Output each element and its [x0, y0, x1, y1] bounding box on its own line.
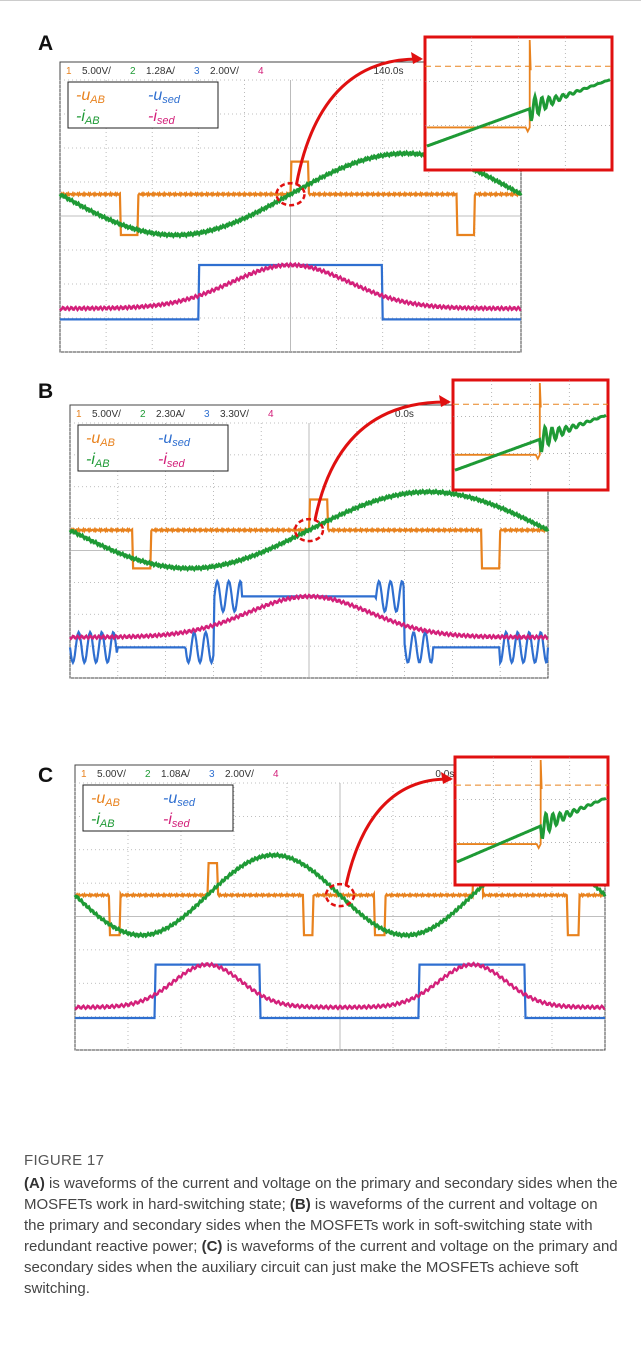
caption-part: (B): [290, 1196, 311, 1213]
scope-header: 5.00V/: [97, 769, 126, 780]
legend-symbol: -u: [91, 790, 105, 807]
legend-sub: AB: [89, 94, 105, 106]
scope-header: 2.00V/: [225, 769, 254, 780]
scope-header: 1.08A/: [161, 769, 190, 780]
legend-symbol: -u: [158, 430, 172, 447]
legend-sub: sed: [167, 458, 186, 470]
inset-frame: [425, 37, 612, 170]
legend-symbol: -u: [148, 87, 162, 104]
legend-symbol: -u: [76, 87, 90, 104]
panel-label: C: [38, 764, 53, 787]
scope-header: 1: [66, 66, 72, 77]
scope-header: 2.00V/: [210, 66, 239, 77]
scope-header: 2: [130, 66, 136, 77]
caption: FIGURE 17 (A) is waveforms of the curren…: [24, 1150, 620, 1299]
caption-title: FIGURE 17: [24, 1150, 620, 1171]
legend-sub: sed: [172, 818, 191, 830]
scope-header: 4: [273, 769, 279, 780]
legend-sub: AB: [99, 818, 115, 830]
legend-sub: AB: [99, 437, 115, 449]
scope-header: 2: [140, 409, 146, 420]
scope-header: 2: [145, 769, 151, 780]
scope-header: 1: [81, 769, 87, 780]
caption-part: (A): [24, 1175, 45, 1192]
legend-sub: sed: [157, 115, 176, 127]
panel-label: B: [38, 380, 53, 403]
legend-sub: AB: [94, 458, 110, 470]
caption-part: (C): [202, 1238, 223, 1255]
legend-sub: sed: [177, 797, 196, 809]
scope-header: 3: [194, 66, 200, 77]
scope-header: 5.00V/: [82, 66, 111, 77]
legend-sub: AB: [84, 115, 100, 127]
legend-sub: sed: [172, 437, 191, 449]
page: A15.00V/21.28A/32.00V/4140.0s-uAB-used-i…: [0, 0, 641, 1369]
scope-header: 2.30A/: [156, 409, 185, 420]
scope-header: 3.30V/: [220, 409, 249, 420]
legend-symbol: -u: [86, 430, 100, 447]
legend-sub: AB: [104, 797, 120, 809]
scope-time: 140.0s: [373, 66, 403, 77]
panel-label: A: [38, 32, 53, 55]
scope-header: 4: [268, 409, 274, 420]
legend-symbol: -u: [163, 790, 177, 807]
scope-header: 3: [204, 409, 210, 420]
legend-sub: sed: [162, 94, 181, 106]
scope-header: 5.00V/: [92, 409, 121, 420]
caption-text: (A) is waveforms of the current and volt…: [24, 1173, 620, 1299]
scope-header: 1.28A/: [146, 66, 175, 77]
scope-header: 4: [258, 66, 264, 77]
scope-header: 3: [209, 769, 215, 780]
scope-header: 1: [76, 409, 82, 420]
